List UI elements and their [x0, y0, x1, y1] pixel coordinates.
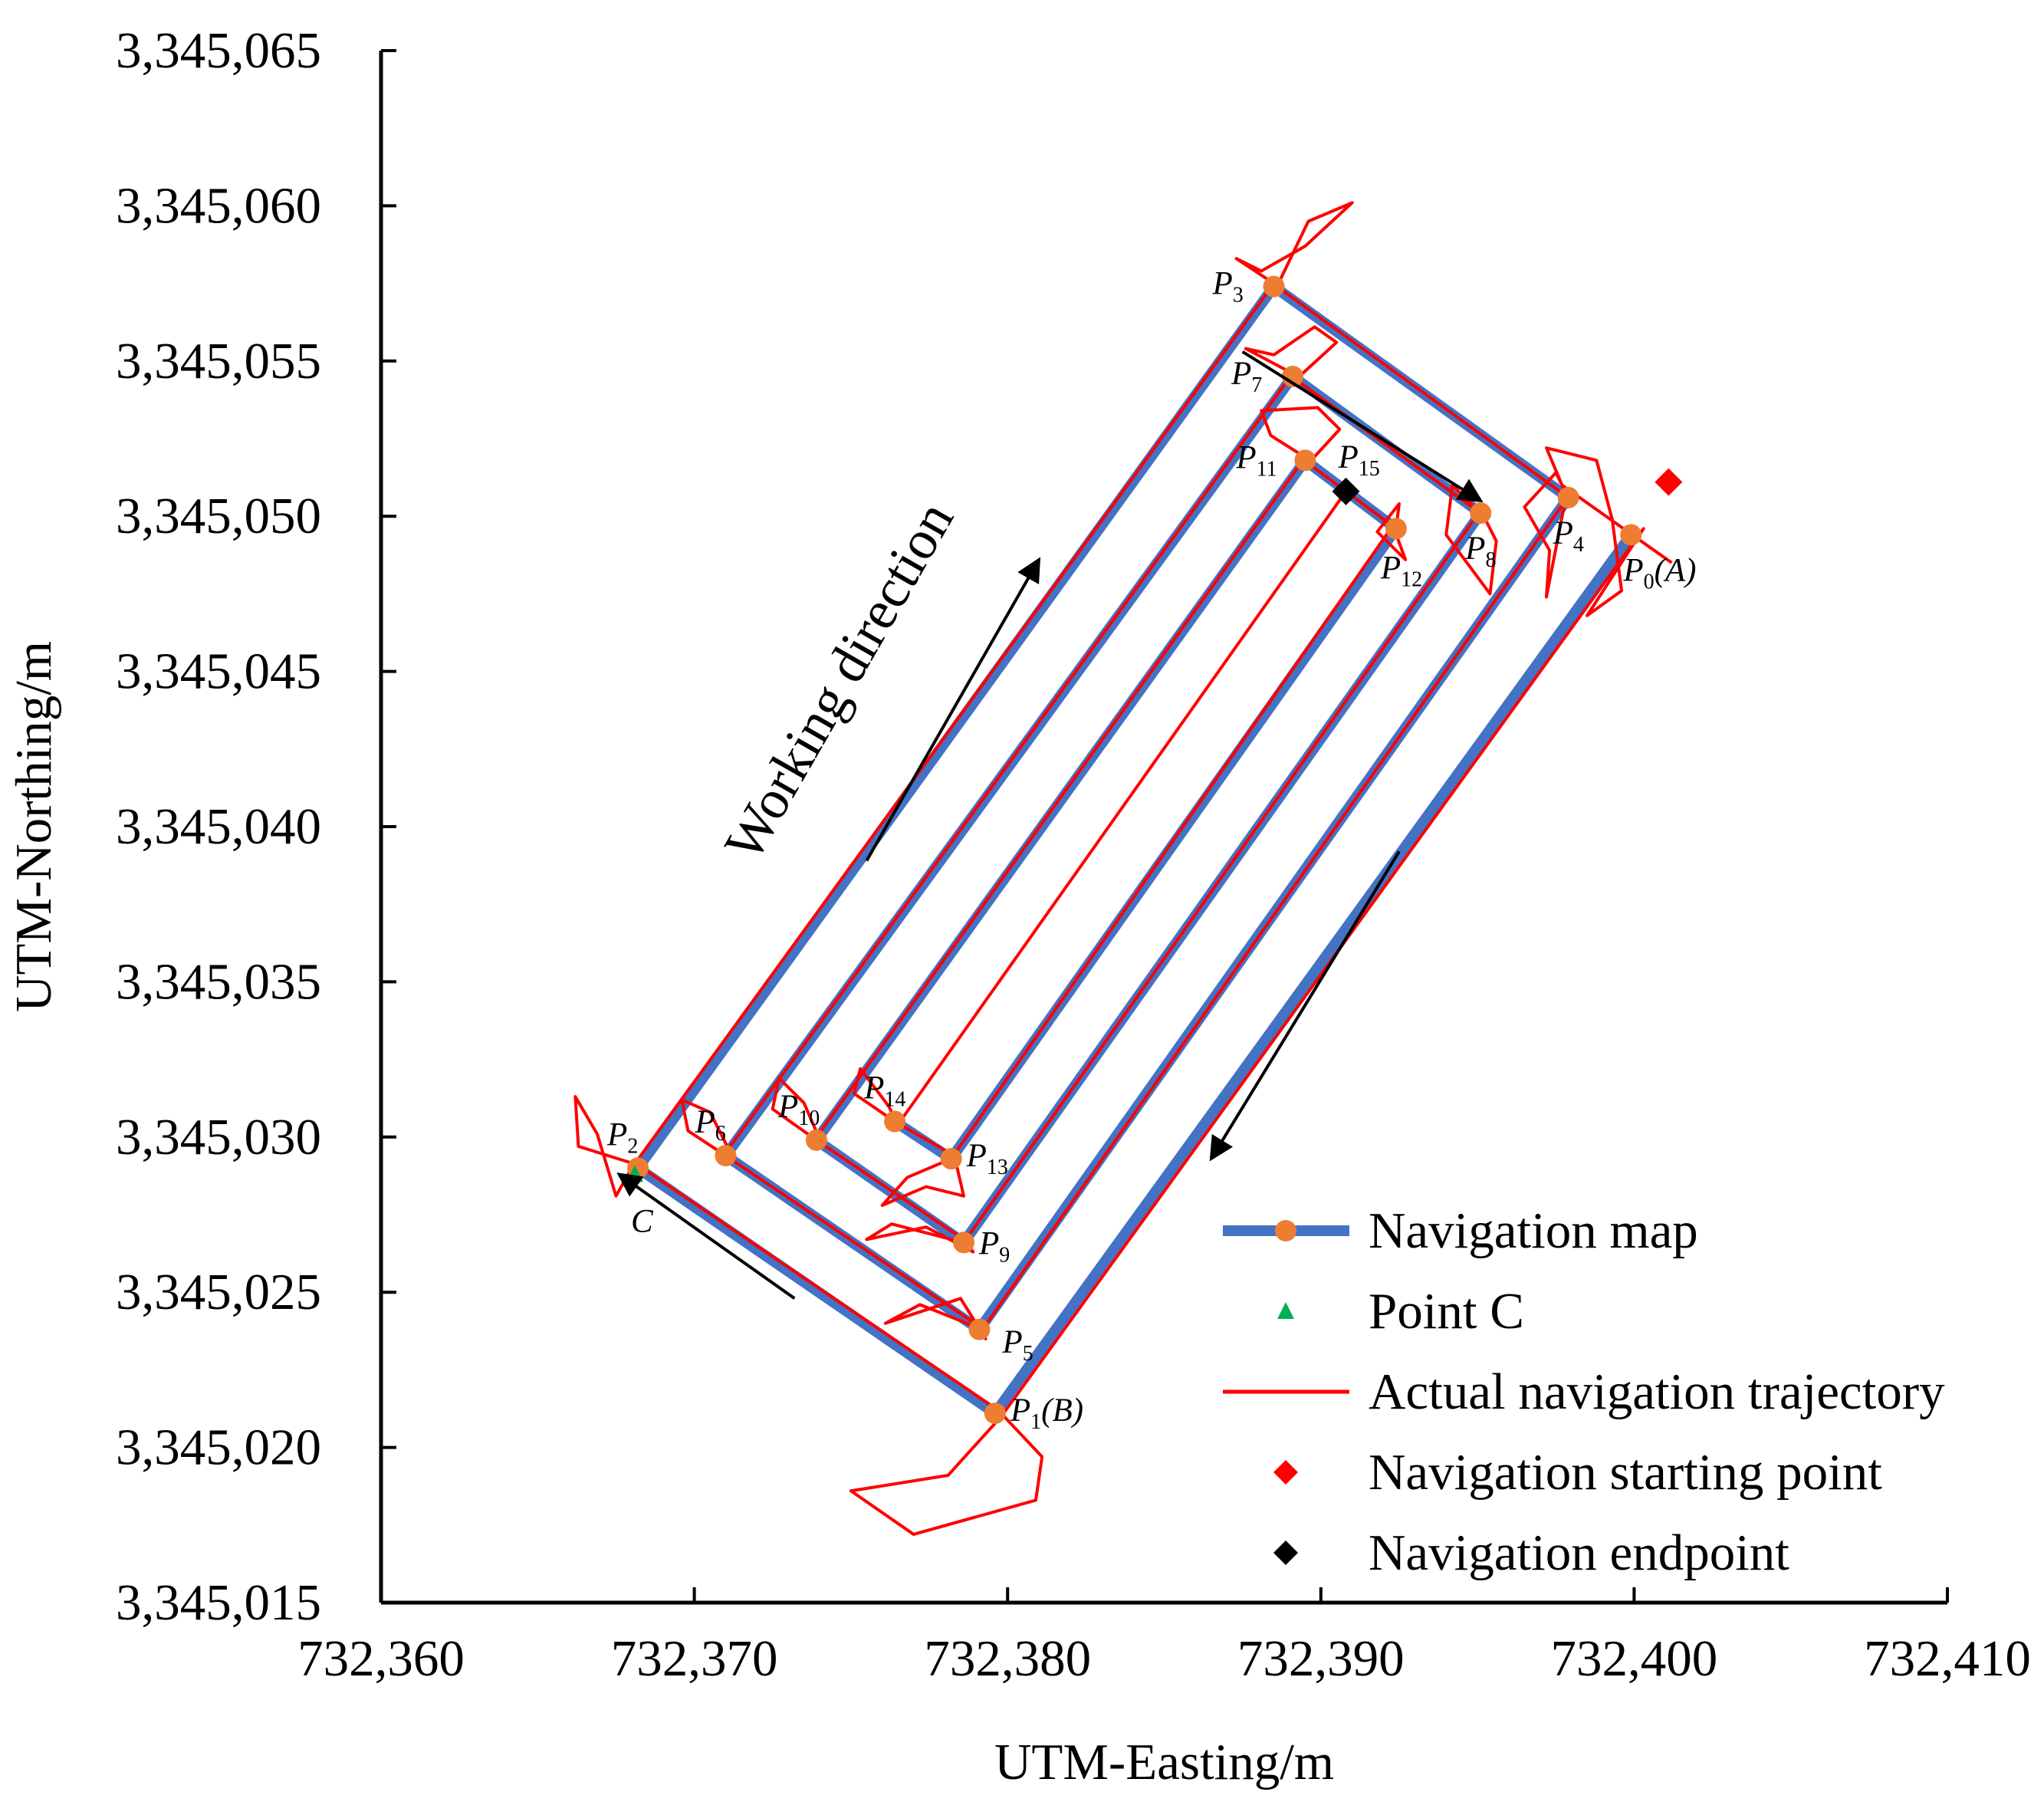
y-tick-label: 3,345,025: [116, 1264, 321, 1320]
x-tick-label: 732,360: [297, 1630, 465, 1687]
legend-label-endpoint: Navigation endpoint: [1369, 1524, 1789, 1581]
point-label-p13: P13: [966, 1138, 1008, 1179]
point-label-p5: P5: [1001, 1324, 1033, 1366]
y-tick-label: 3,345,060: [116, 177, 321, 234]
legend-label-start-point: Navigation starting point: [1369, 1444, 1882, 1501]
waypoint-marker-p6: [715, 1145, 737, 1167]
waypoint-marker-p11: [1294, 449, 1316, 472]
waypoint-marker-p10: [805, 1129, 827, 1151]
legend: Navigation map Point C Actual navigation…: [1223, 1202, 1945, 1581]
point-label-p9: P9: [978, 1225, 1010, 1267]
waypoint-marker-p0: [1620, 524, 1642, 546]
x-tick-label: 732,390: [1237, 1630, 1405, 1687]
legend-label-point-c: Point C: [1369, 1283, 1524, 1340]
legend-swatch-point-c: [1277, 1302, 1294, 1319]
point-label-p8: P8: [1464, 531, 1496, 572]
waypoint-marker-p4: [1557, 486, 1579, 508]
plot-area: P0(A)P1(B)P2P3P4P5P6P7P8P9P10P11P12P13P1…: [573, 201, 1697, 1536]
y-tick-label: 3,345,030: [116, 1109, 321, 1166]
navigation-end-marker: [1332, 477, 1360, 505]
point-label-p4: P4: [1553, 515, 1584, 557]
point-label-p11: P11: [1235, 439, 1277, 481]
point-label-p14: P14: [863, 1070, 905, 1112]
waypoint-marker-p13: [940, 1148, 962, 1170]
point-label-p7: P7: [1231, 356, 1262, 397]
waypoint-marker-p1: [984, 1402, 1006, 1425]
waypoint-marker-p14: [884, 1110, 906, 1133]
y-tick-label: 3,345,055: [116, 333, 321, 390]
waypoint-marker-p8: [1470, 502, 1492, 524]
direction-arrow: [616, 1172, 796, 1300]
working-direction-label: Working direction: [712, 492, 965, 871]
legend-swatch-start: [1273, 1460, 1298, 1485]
x-tick-label: 732,370: [611, 1630, 778, 1687]
x-axis-title: UTM-Easting/m: [994, 1734, 1334, 1790]
point-c-label: C: [631, 1203, 654, 1239]
y-tick-label: 3,345,045: [116, 643, 321, 700]
point-label-p3: P3: [1212, 266, 1244, 307]
y-tick-label: 3,345,015: [116, 1574, 321, 1631]
direction-arrow: [865, 557, 1041, 862]
legend-label-trajectory: Actual navigation trajectory: [1369, 1363, 1945, 1420]
navigation-start-marker: [1655, 468, 1683, 496]
point-label-p6: P6: [694, 1104, 725, 1146]
y-tick-label: 3,345,020: [116, 1419, 321, 1476]
y-tick-label: 3,345,035: [116, 953, 321, 1010]
axes: 732,360 732,370 732,380 732,390 732,400 732,4…: [116, 22, 2031, 1687]
legend-swatch-waypoint: [1275, 1220, 1296, 1241]
direction-arrow: [1241, 350, 1484, 503]
waypoint-marker-p9: [952, 1231, 974, 1254]
point-label-p15: P15: [1337, 439, 1379, 481]
waypoint-marker-p3: [1263, 275, 1285, 298]
waypoint-marker-p5: [968, 1318, 991, 1340]
point-label-p1: P1(B): [1010, 1393, 1083, 1434]
y-axis-title: UTM-Northing/m: [5, 641, 62, 1012]
x-tick-label: 732,400: [1551, 1630, 1718, 1687]
direction-arrow: [1209, 850, 1401, 1162]
x-tick-label: 732,410: [1864, 1630, 2031, 1687]
waypoint-marker-p7: [1282, 366, 1304, 388]
y-tick-label: 3,345,065: [116, 22, 321, 79]
y-tick-label: 3,345,040: [116, 798, 321, 855]
point-label-p10: P10: [777, 1089, 820, 1130]
point-label-p0: P0(A): [1622, 552, 1696, 594]
x-tick-label: 732,380: [924, 1630, 1091, 1687]
waypoint-marker-p12: [1385, 518, 1407, 540]
legend-swatch-end: [1273, 1541, 1298, 1565]
legend-label-navigation-map: Navigation map: [1369, 1202, 1698, 1259]
point-label-p2: P2: [606, 1116, 638, 1158]
y-tick-label: 3,345,050: [116, 488, 321, 544]
